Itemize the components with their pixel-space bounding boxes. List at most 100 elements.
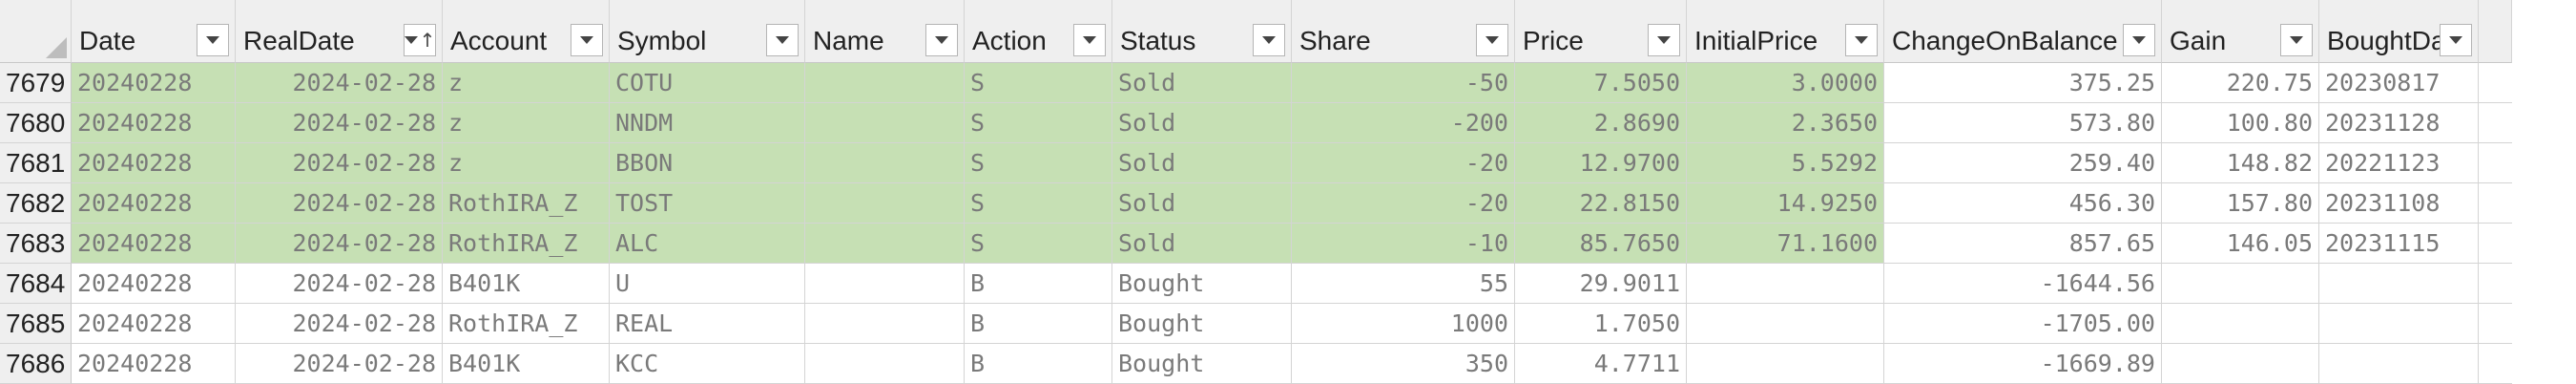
table-cell[interactable]: 2024-02-28 [236,344,443,384]
column-header-boughtdate[interactable]: BoughtDate [2319,0,2479,63]
table-cell[interactable]: S [965,224,1112,264]
table-cell[interactable]: 20240228 [72,63,236,103]
filter-dropdown-button[interactable] [2123,24,2155,56]
table-cell[interactable]: -1644.56 [1884,264,2162,304]
table-cell[interactable]: 20240228 [72,103,236,143]
table-cell[interactable] [805,143,965,183]
table-cell[interactable]: 2024-02-28 [236,143,443,183]
table-cell[interactable]: 20231108 [2319,183,2479,224]
table-cell[interactable]: 350 [1292,344,1515,384]
table-cell[interactable]: NNDM [610,103,805,143]
table-cell[interactable]: 22.8150 [1515,183,1687,224]
table-cell[interactable]: 20230817 [2319,63,2479,103]
table-cell[interactable]: B [965,344,1112,384]
filter-dropdown-button[interactable] [766,24,799,56]
table-cell[interactable]: 29.9011 [1515,264,1687,304]
table-cell[interactable]: B [965,264,1112,304]
column-header-action[interactable]: Action [965,0,1112,63]
column-header-share[interactable]: Share [1292,0,1515,63]
column-header-gain[interactable]: Gain [2162,0,2319,63]
table-cell[interactable]: 20240228 [72,264,236,304]
column-header-status[interactable]: Status [1112,0,1292,63]
table-cell[interactable]: 148.82 [2162,143,2319,183]
table-cell[interactable]: 20240228 [72,344,236,384]
table-cell[interactable]: B [965,304,1112,344]
table-cell[interactable]: 456.30 [1884,183,2162,224]
table-cell[interactable] [2319,264,2479,304]
row-number[interactable]: 7682 [0,183,72,224]
select-all-corner[interactable] [0,0,72,63]
table-cell[interactable]: S [965,183,1112,224]
table-cell[interactable] [805,63,965,103]
table-cell[interactable]: 857.65 [1884,224,2162,264]
table-cell[interactable]: 2024-02-28 [236,224,443,264]
table-cell[interactable]: -1669.89 [1884,344,2162,384]
table-cell[interactable] [2319,344,2479,384]
filter-dropdown-button[interactable] [925,24,958,56]
table-cell[interactable]: 2024-02-28 [236,63,443,103]
table-cell[interactable] [805,344,965,384]
filter-dropdown-button[interactable] [1476,24,1508,56]
table-cell[interactable]: 85.7650 [1515,224,1687,264]
table-cell[interactable]: B401K [443,264,610,304]
table-cell[interactable]: 5.5292 [1687,143,1884,183]
table-cell[interactable]: z [443,103,610,143]
table-cell[interactable]: 2024-02-28 [236,264,443,304]
table-cell[interactable]: -50 [1292,63,1515,103]
filter-dropdown-button[interactable] [2280,24,2313,56]
filter-dropdown-button[interactable] [1648,24,1680,56]
column-header-date[interactable]: Date [72,0,236,63]
table-cell[interactable]: S [965,63,1112,103]
table-cell[interactable] [805,304,965,344]
table-cell[interactable] [1687,304,1884,344]
table-cell[interactable] [1687,344,1884,384]
table-cell[interactable]: 4.7711 [1515,344,1687,384]
filter-dropdown-button[interactable] [1253,24,1285,56]
table-cell[interactable]: TOST [610,183,805,224]
column-header-price[interactable]: Price [1515,0,1687,63]
column-header-changeonbalance[interactable]: ChangeOnBalance [1884,0,2162,63]
column-header-realdate[interactable]: RealDate ↑ [236,0,443,63]
table-cell[interactable]: 20240228 [72,183,236,224]
table-cell[interactable]: Bought [1112,304,1292,344]
table-cell[interactable] [2162,264,2319,304]
table-cell[interactable]: 146.05 [2162,224,2319,264]
row-number[interactable]: 7681 [0,143,72,183]
table-cell[interactable]: COTU [610,63,805,103]
table-cell[interactable]: -1705.00 [1884,304,2162,344]
table-cell[interactable]: 14.9250 [1687,183,1884,224]
row-number[interactable]: 7680 [0,103,72,143]
table-cell[interactable]: Bought [1112,344,1292,384]
table-cell[interactable]: 157.80 [2162,183,2319,224]
table-cell[interactable]: -20 [1292,183,1515,224]
table-cell[interactable]: Sold [1112,224,1292,264]
filter-dropdown-button[interactable] [2440,24,2472,56]
table-cell[interactable]: Sold [1112,63,1292,103]
table-cell[interactable]: 20221123 [2319,143,2479,183]
table-cell[interactable]: ALC [610,224,805,264]
table-cell[interactable]: -20 [1292,143,1515,183]
table-cell[interactable]: 7.5050 [1515,63,1687,103]
table-cell[interactable]: BBON [610,143,805,183]
table-cell[interactable]: U [610,264,805,304]
table-cell[interactable] [805,183,965,224]
filter-dropdown-button[interactable]: ↑ [404,24,436,56]
table-cell[interactable]: Sold [1112,103,1292,143]
table-cell[interactable]: S [965,103,1112,143]
table-cell[interactable]: -10 [1292,224,1515,264]
table-cell[interactable]: 71.1600 [1687,224,1884,264]
table-cell[interactable] [1687,264,1884,304]
row-number[interactable]: 7679 [0,63,72,103]
table-cell[interactable] [805,103,965,143]
table-cell[interactable]: 2.8690 [1515,103,1687,143]
table-cell[interactable]: KCC [610,344,805,384]
table-cell[interactable]: 2024-02-28 [236,304,443,344]
table-cell[interactable]: 20240228 [72,304,236,344]
table-cell[interactable]: 12.9700 [1515,143,1687,183]
column-header-name[interactable]: Name [805,0,965,63]
table-cell[interactable]: 259.40 [1884,143,2162,183]
row-number[interactable]: 7685 [0,304,72,344]
table-cell[interactable]: 3.0000 [1687,63,1884,103]
table-cell[interactable]: 1000 [1292,304,1515,344]
